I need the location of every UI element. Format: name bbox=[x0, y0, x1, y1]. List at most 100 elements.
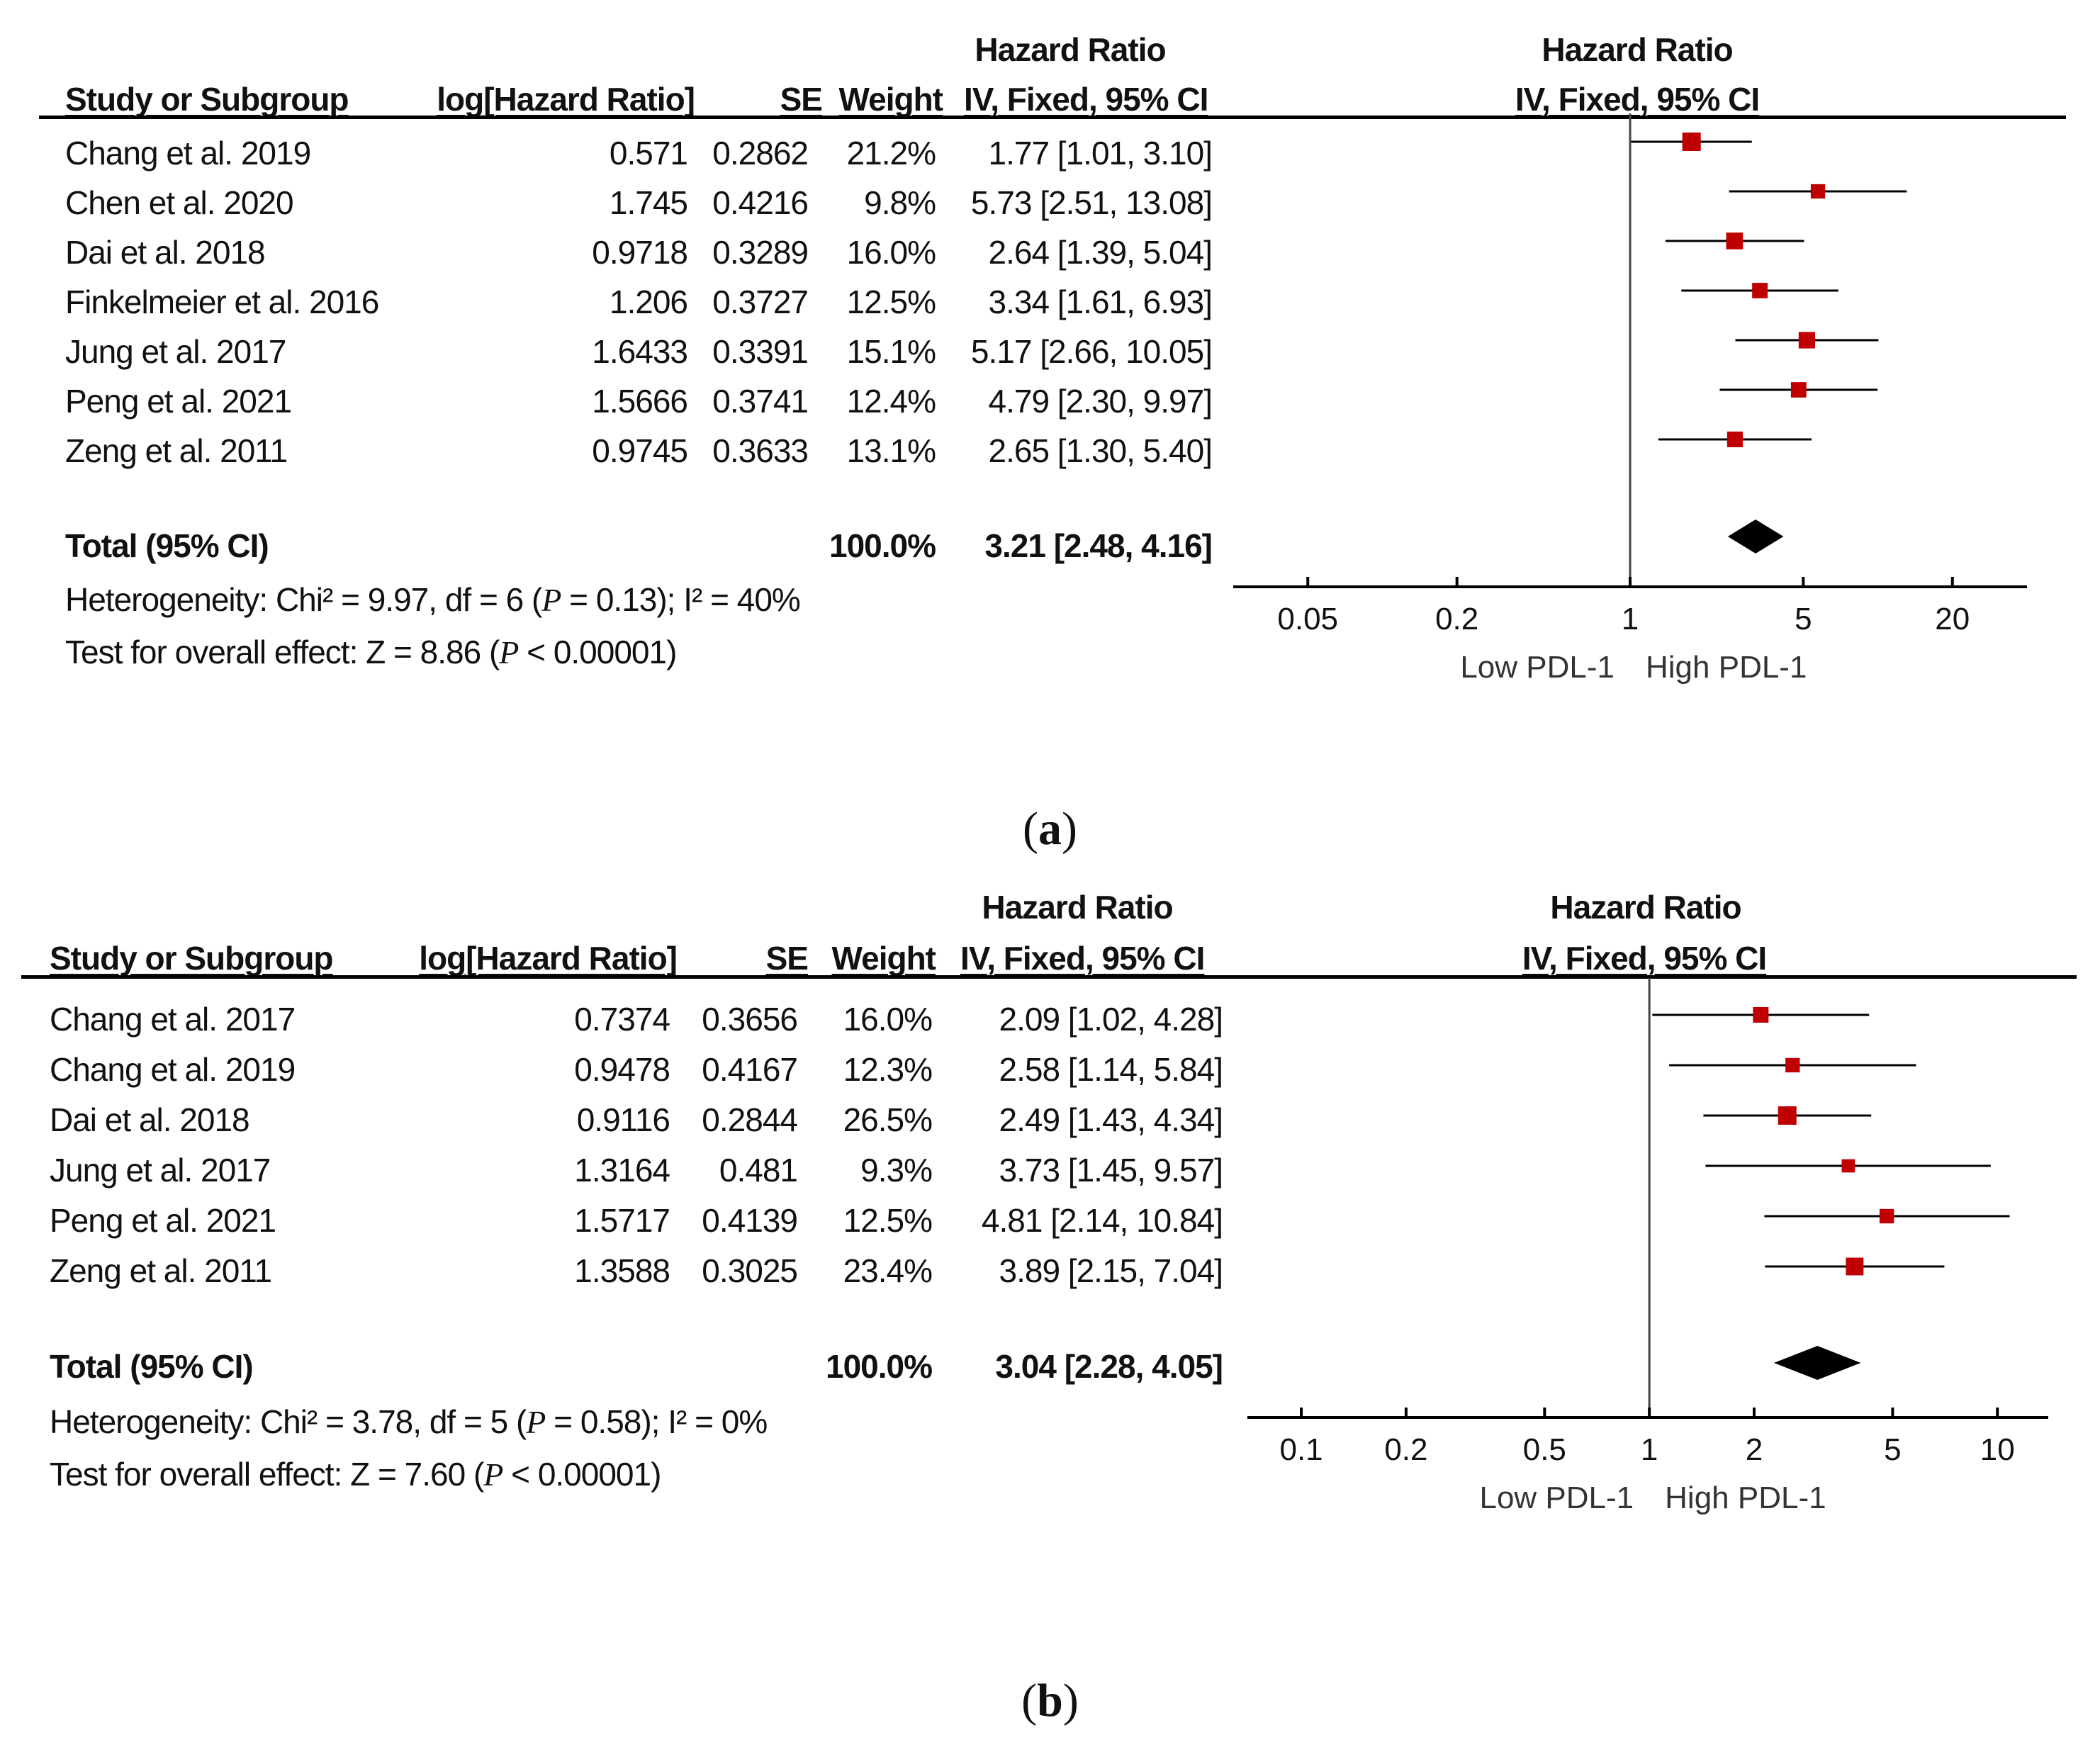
forest-plot-panel-b: Hazard Ratio Hazard Ratio Study or Subgr… bbox=[0, 858, 2100, 1580]
header-rule bbox=[21, 975, 2077, 979]
log-hr-value: 0.571 bbox=[609, 135, 688, 172]
total-hr-ci: 3.04 [2.28, 4.05] bbox=[995, 1348, 1223, 1385]
weight-value: 12.5% bbox=[846, 283, 936, 320]
point-estimate-marker bbox=[1798, 332, 1815, 349]
hr-ci-value: 3.89 [2.15, 7.04] bbox=[999, 1252, 1224, 1289]
total-hr-ci: 3.21 [2.48, 4.16] bbox=[984, 527, 1213, 564]
se-column-header: SE bbox=[780, 81, 823, 118]
se-column-header: SE bbox=[765, 940, 809, 977]
point-estimate-marker bbox=[1785, 1057, 1800, 1073]
log-hr-value: 0.9718 bbox=[592, 234, 688, 271]
se-value: 0.3025 bbox=[702, 1252, 798, 1289]
x-axis-tick-label: 1 bbox=[1622, 602, 1639, 636]
favours-left-label: Low PDL-1 bbox=[1479, 1481, 1634, 1515]
hr-ci-value: 2.09 [1.02, 4.28] bbox=[999, 1001, 1224, 1038]
hr-ci-value: 2.49 [1.43, 4.34] bbox=[999, 1101, 1224, 1138]
log-hr-value: 1.3164 bbox=[574, 1152, 670, 1189]
weight-value: 13.1% bbox=[846, 432, 936, 469]
hr-column-title: Hazard Ratio bbox=[975, 31, 1166, 68]
se-value: 0.3289 bbox=[712, 234, 809, 271]
se-value: 0.3391 bbox=[712, 333, 809, 370]
study-name: Chang et al. 2017 bbox=[50, 1001, 296, 1038]
heterogeneity-text: Heterogeneity: Chi² = 9.97, df = 6 (P = … bbox=[65, 581, 801, 618]
forest-plot-panel-a: Hazard Ratio Hazard Ratio Study or Subgr… bbox=[0, 0, 2100, 723]
weight-value: 9.3% bbox=[860, 1152, 933, 1189]
weight-value: 12.5% bbox=[843, 1202, 933, 1239]
x-axis-tick-label: 10 bbox=[1980, 1432, 2015, 1467]
panel-label-b: (b) bbox=[1021, 1675, 1079, 1726]
se-value: 0.2862 bbox=[712, 135, 809, 172]
x-axis-tick-label: 1 bbox=[1641, 1432, 1658, 1467]
weight-column-header: Weight bbox=[838, 81, 943, 118]
hr-ci-column-header: IV, Fixed, 95% CI bbox=[960, 940, 1205, 977]
point-estimate-marker bbox=[1682, 133, 1701, 151]
se-value: 0.3741 bbox=[712, 383, 809, 420]
heterogeneity-text: Heterogeneity: Chi² = 3.78, df = 5 (P = … bbox=[50, 1403, 768, 1440]
study-name: Jung et al. 2017 bbox=[65, 333, 286, 370]
total-label: Total (95% CI) bbox=[50, 1348, 254, 1385]
point-estimate-marker bbox=[1810, 184, 1826, 199]
log-hr-value: 0.9745 bbox=[592, 432, 688, 469]
weight-value: 9.8% bbox=[864, 184, 936, 221]
point-estimate-marker bbox=[1726, 232, 1744, 249]
log-hr-value: 1.3588 bbox=[574, 1252, 670, 1289]
overall-effect-text: Test for overall effect: Z = 8.86 (P < 0… bbox=[65, 634, 677, 670]
se-value: 0.2844 bbox=[702, 1101, 798, 1138]
weight-value: 23.4% bbox=[843, 1252, 933, 1289]
point-estimate-marker bbox=[1846, 1257, 1864, 1276]
point-estimate-marker bbox=[1726, 431, 1744, 448]
weight-value: 16.0% bbox=[843, 1001, 933, 1038]
weight-column-header: Weight bbox=[831, 940, 936, 977]
log-hr-value: 1.5666 bbox=[592, 383, 688, 420]
x-axis-tick-label: 0.5 bbox=[1523, 1432, 1566, 1467]
hr-ci-value: 5.17 [2.66, 10.05] bbox=[970, 333, 1213, 370]
study-name: Peng et al. 2021 bbox=[50, 1202, 276, 1239]
point-estimate-marker bbox=[1841, 1159, 1855, 1173]
x-axis-tick-label: 0.2 bbox=[1384, 1432, 1427, 1467]
pooled-estimate-diamond bbox=[1773, 1346, 1861, 1380]
favours-right-label: High PDL-1 bbox=[1646, 650, 1807, 685]
hr-ci-column-header: IV, Fixed, 95% CI bbox=[964, 81, 1208, 118]
study-name: Jung et al. 2017 bbox=[50, 1152, 271, 1189]
weight-value: 12.4% bbox=[846, 383, 936, 420]
log-hr-value: 0.9478 bbox=[574, 1051, 670, 1088]
forest-plot-b: 0.1 0.2 0.5 1 2 5 10 Low PDL-1 High PDL-1 bbox=[1247, 978, 2048, 1515]
weight-value: 12.3% bbox=[843, 1051, 933, 1088]
log-hr-value: 1.5717 bbox=[574, 1202, 670, 1239]
hr-ci-value: 4.81 [2.14, 10.84] bbox=[981, 1202, 1223, 1239]
total-label: Total (95% CI) bbox=[65, 527, 269, 564]
hr-ci-value: 3.34 [1.61, 6.93] bbox=[988, 283, 1213, 320]
hr-ci-value: 5.73 [2.51, 13.08] bbox=[970, 184, 1213, 221]
point-estimate-marker bbox=[1879, 1208, 1894, 1224]
weight-value: 16.0% bbox=[846, 234, 936, 271]
header-rule bbox=[39, 116, 2066, 119]
hr-ci-value: 2.65 [1.30, 5.40] bbox=[988, 432, 1213, 469]
x-axis-tick-label: 2 bbox=[1746, 1432, 1763, 1467]
point-estimate-marker bbox=[1753, 1007, 1769, 1023]
x-axis-tick-label: 0.2 bbox=[1435, 602, 1478, 636]
se-value: 0.481 bbox=[719, 1152, 798, 1189]
pooled-estimate-diamond bbox=[1727, 519, 1784, 554]
total-weight: 100.0% bbox=[829, 527, 936, 564]
log-hr-value: 0.7374 bbox=[574, 1001, 670, 1038]
point-estimate-marker bbox=[1778, 1106, 1797, 1125]
se-value: 0.4216 bbox=[712, 184, 809, 221]
x-axis-tick-label: 20 bbox=[1935, 602, 1970, 636]
log-hr-column-header: log[Hazard Ratio] bbox=[419, 940, 678, 977]
study-name: Dai et al. 2018 bbox=[50, 1101, 250, 1138]
hr-ci-value: 2.64 [1.39, 5.04] bbox=[988, 234, 1213, 271]
study-name: Chang et al. 2019 bbox=[50, 1051, 296, 1088]
total-weight: 100.0% bbox=[825, 1348, 933, 1385]
study-column-header: Study or Subgroup bbox=[65, 81, 349, 118]
x-axis-tick-label: 5 bbox=[1884, 1432, 1901, 1467]
plot-ci-column-header: IV, Fixed, 95% CI bbox=[1522, 940, 1767, 977]
se-value: 0.3633 bbox=[712, 432, 809, 469]
study-name: Dai et al. 2018 bbox=[65, 234, 266, 271]
overall-effect-text: Test for overall effect: Z = 7.60 (P < 0… bbox=[50, 1456, 661, 1493]
study-name: Finkelmeier et al. 2016 bbox=[65, 283, 379, 320]
x-axis-tick-label: 0.05 bbox=[1277, 602, 1338, 636]
study-name: Peng et al. 2021 bbox=[65, 383, 292, 420]
forest-plot-a: 0.05 0.2 1 5 20 Low PDL-1 High PDL-1 bbox=[1233, 113, 2027, 685]
log-hr-column-header: log[Hazard Ratio] bbox=[437, 81, 695, 118]
weight-value: 21.2% bbox=[846, 135, 936, 172]
